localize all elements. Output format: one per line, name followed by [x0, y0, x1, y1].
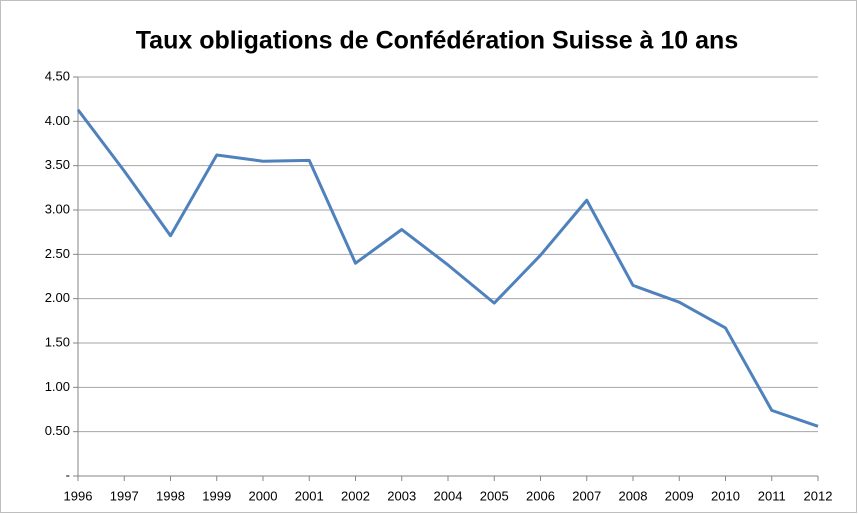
x-tick-label: 2009 — [665, 488, 694, 503]
chart-title: Taux obligations de Confédération Suisse… — [136, 27, 738, 55]
x-tick-label: 2007 — [572, 488, 601, 503]
x-tick-label: 2002 — [341, 488, 370, 503]
y-tick-label: 4.00 — [45, 113, 70, 128]
y-tick-label: 1.00 — [45, 379, 70, 394]
x-tick-label: 2004 — [434, 488, 463, 503]
y-tick-label: 2.00 — [45, 290, 70, 305]
x-tick-label: 2012 — [804, 488, 833, 503]
y-tick-label: 0.50 — [45, 423, 70, 438]
x-tick-label: 1998 — [156, 488, 185, 503]
y-tick-label: 3.00 — [45, 201, 70, 216]
y-tick-label: 3.50 — [45, 157, 70, 172]
x-tick-label: 2001 — [295, 488, 324, 503]
x-tick-label: 1997 — [110, 488, 139, 503]
x-tick-label: 2000 — [249, 488, 278, 503]
x-tick-label: 2011 — [758, 488, 786, 503]
x-tick-label: 1996 — [64, 488, 93, 503]
y-tick-label: 2.50 — [45, 246, 70, 261]
x-tick-label: 1999 — [202, 488, 231, 503]
y-tick-label: 1.50 — [45, 334, 70, 349]
x-tick-label: 2003 — [387, 488, 416, 503]
series-line — [76, 108, 819, 428]
y-tick-label: - — [66, 467, 70, 482]
x-tick-label: 2008 — [619, 488, 648, 503]
x-tick-label: 2010 — [711, 488, 740, 503]
x-tick-label: 2006 — [526, 488, 555, 503]
x-tick-label: 2005 — [480, 488, 509, 503]
y-tick-label: 4.50 — [45, 68, 70, 83]
